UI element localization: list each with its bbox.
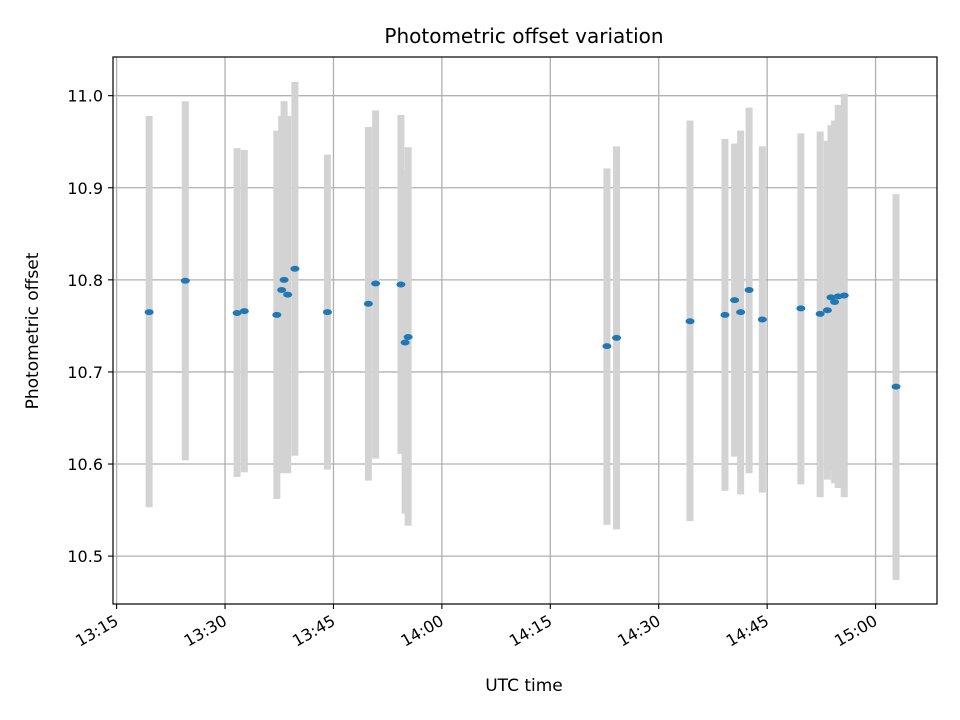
data-point [232, 310, 242, 317]
y-tick-label: 11.0 [67, 87, 103, 106]
data-point [371, 280, 381, 287]
data-point [363, 300, 373, 307]
y-axis-label: Photometric offset [23, 252, 43, 409]
data-point [322, 309, 332, 316]
data-point [283, 291, 293, 298]
y-tick-label: 10.6 [67, 455, 103, 474]
data-point [272, 311, 282, 318]
data-point [757, 316, 767, 323]
data-point [839, 292, 849, 299]
data-point [720, 311, 730, 318]
data-point [239, 308, 249, 315]
data-point [602, 343, 612, 350]
data-point [277, 286, 287, 293]
data-point [796, 305, 806, 312]
data-point [279, 276, 289, 283]
data-point [290, 265, 300, 272]
data-point [403, 333, 413, 340]
data-point [180, 277, 190, 284]
data-point [612, 334, 622, 341]
data-point [736, 309, 746, 316]
y-tick-label: 10.5 [67, 547, 103, 566]
y-tick-label: 10.7 [67, 363, 103, 382]
y-tick-label: 10.9 [67, 179, 103, 198]
x-axis-label: UTC time [485, 676, 563, 696]
data-point [830, 298, 840, 305]
y-tick-label: 10.8 [67, 271, 103, 290]
data-point [396, 281, 406, 288]
chart-title: Photometric offset variation [384, 24, 663, 48]
data-point [144, 309, 154, 316]
data-point [891, 383, 901, 390]
data-point [400, 339, 410, 346]
data-point [826, 294, 836, 301]
data-point [815, 310, 825, 317]
data-point [730, 297, 740, 304]
data-point [744, 286, 754, 293]
point-layer [144, 265, 901, 390]
plot-frame [112, 56, 938, 605]
data-point [822, 307, 832, 314]
data-point [685, 318, 695, 325]
